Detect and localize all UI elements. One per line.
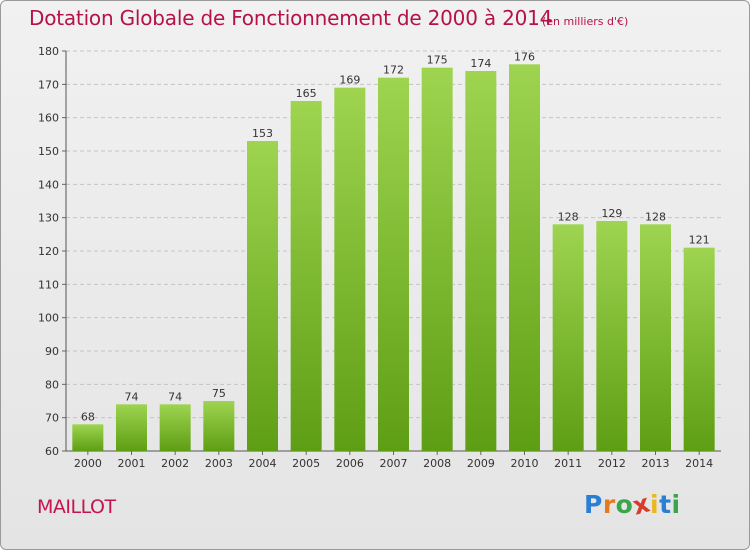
bar-value-label: 153 <box>252 127 273 140</box>
y-tick-label: 90 <box>45 345 59 358</box>
bar <box>596 221 628 451</box>
bar-value-label: 121 <box>689 234 710 247</box>
bar <box>465 71 497 451</box>
x-tick-label: 2004 <box>249 457 277 470</box>
bar-value-label: 128 <box>558 210 579 223</box>
x-tick-label: 2003 <box>205 457 233 470</box>
logo-letter: i <box>650 490 660 519</box>
bar <box>290 101 322 451</box>
y-tick-label: 130 <box>38 212 59 225</box>
bar-value-label: 128 <box>645 210 666 223</box>
bar-value-label: 165 <box>296 87 317 100</box>
bar <box>72 424 104 451</box>
logo-letter: o <box>615 490 634 519</box>
x-tick-label: 2005 <box>292 457 320 470</box>
bar-value-label: 169 <box>339 74 360 87</box>
bar <box>334 87 366 452</box>
x-tick-label: 2000 <box>74 457 102 470</box>
y-tick-label: 170 <box>38 78 59 91</box>
chart-subtitle: (en milliers d'€) <box>542 15 629 28</box>
bar <box>552 224 584 451</box>
bar <box>203 401 235 451</box>
bar-value-label: 176 <box>514 50 535 63</box>
x-tick-label: 2013 <box>642 457 670 470</box>
logo-letter: t <box>659 490 672 519</box>
x-tick-label: 2014 <box>685 457 713 470</box>
y-tick-label: 70 <box>45 412 59 425</box>
bar-value-label: 172 <box>383 64 404 77</box>
y-tick-label: 60 <box>45 445 59 458</box>
x-tick-label: 2002 <box>161 457 189 470</box>
bar <box>116 404 147 451</box>
x-tick-label: 2001 <box>118 457 146 470</box>
y-tick-label: 150 <box>38 145 59 158</box>
commune-name: MAILLOT <box>37 496 116 518</box>
y-tick-label: 120 <box>38 245 59 258</box>
bar <box>683 247 715 451</box>
x-tick-label: 2011 <box>554 457 582 470</box>
x-tick-label: 2009 <box>467 457 495 470</box>
proxiti-logo: Proxiti <box>584 488 681 520</box>
bar <box>159 404 191 451</box>
logo-letter: P <box>584 490 603 519</box>
y-tick-label: 80 <box>45 378 59 391</box>
x-tick-label: 2008 <box>423 457 451 470</box>
x-tick-label: 2010 <box>511 457 539 470</box>
y-tick-label: 100 <box>38 312 59 325</box>
bar <box>640 224 671 451</box>
bar <box>247 141 278 451</box>
bar-value-label: 75 <box>212 387 226 400</box>
y-tick-label: 180 <box>38 45 59 58</box>
bar-value-label: 68 <box>81 410 95 423</box>
x-tick-label: 2006 <box>336 457 364 470</box>
bar-value-label: 74 <box>125 390 139 403</box>
chart-title: Dotation Globale de Fonctionnement de 20… <box>29 6 553 30</box>
y-tick-label: 140 <box>38 178 59 191</box>
bar-value-label: 175 <box>427 54 448 67</box>
y-tick-label: 110 <box>38 278 59 291</box>
logo-letter: r <box>602 490 616 519</box>
bar-value-label: 174 <box>470 57 491 70</box>
bar-value-label: 129 <box>601 207 622 220</box>
bar <box>378 77 409 452</box>
logo-letter: i <box>671 490 681 519</box>
y-tick-label: 160 <box>38 112 59 125</box>
bar-value-label: 74 <box>168 390 182 403</box>
x-tick-label: 2007 <box>380 457 408 470</box>
bar <box>421 67 453 452</box>
bar <box>509 64 540 452</box>
x-tick-label: 2012 <box>598 457 626 470</box>
